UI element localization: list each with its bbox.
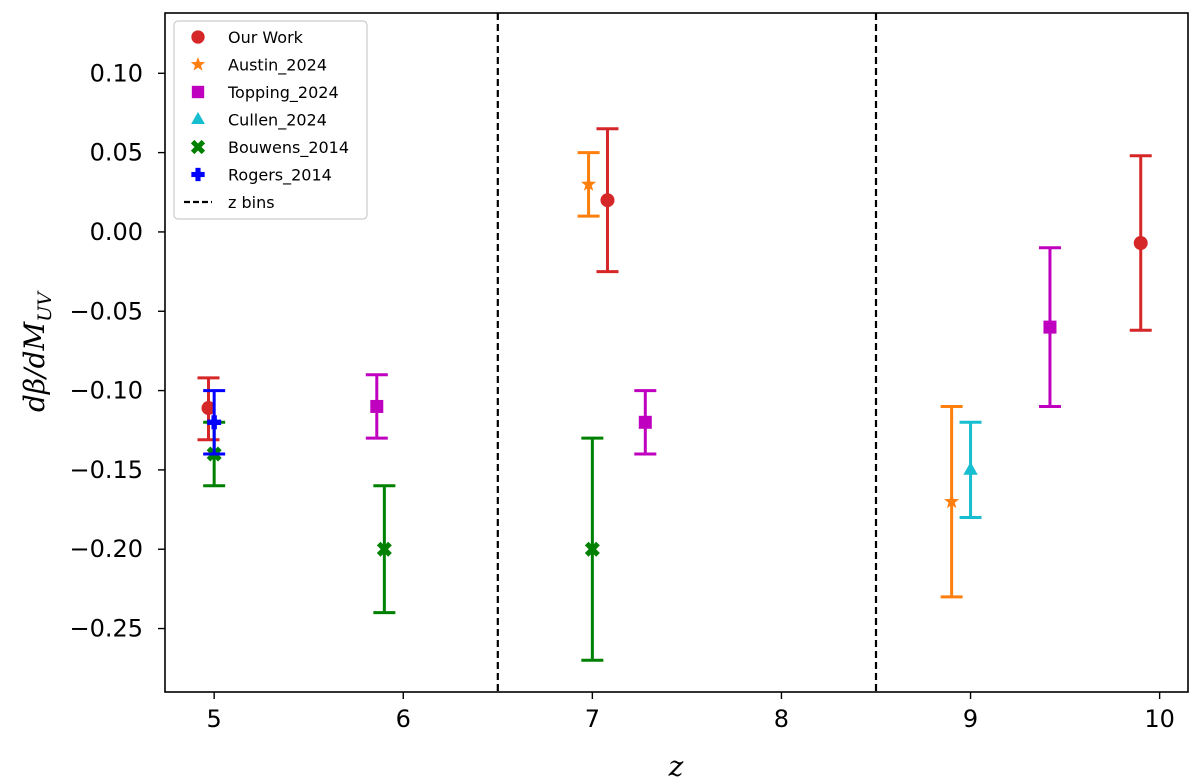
x-tick-label: 6 bbox=[396, 705, 411, 733]
legend-marker bbox=[191, 85, 205, 99]
legend-label: Our Work bbox=[228, 28, 304, 47]
y-tick-label: 0.05 bbox=[90, 139, 143, 167]
series-our-work bbox=[197, 127, 1152, 442]
legend-entry: Cullen_2024 bbox=[191, 111, 327, 131]
data-point bbox=[370, 399, 384, 413]
data-point bbox=[201, 401, 216, 416]
x-tick-label: 10 bbox=[1144, 705, 1175, 733]
legend-label: Rogers_2014 bbox=[228, 166, 332, 186]
legend-label: Cullen_2024 bbox=[228, 111, 327, 131]
data-point bbox=[638, 415, 652, 429]
legend-entry: z bins bbox=[184, 193, 275, 212]
data-point bbox=[580, 176, 597, 191]
legend-entry: Bouwens_2014 bbox=[190, 138, 349, 158]
series-austin-2024 bbox=[577, 151, 963, 599]
data-layer bbox=[197, 127, 1152, 662]
legend-label: Topping_2024 bbox=[227, 83, 339, 103]
legend-entry: Topping_2024 bbox=[191, 83, 339, 103]
x-axis: 5 6 7 8 9 10 bbox=[207, 692, 1175, 733]
y-tick-label: 0.00 bbox=[90, 218, 143, 246]
y-tick-label: 0.10 bbox=[90, 59, 143, 87]
data-point bbox=[376, 541, 392, 557]
series-bouwens-2014 bbox=[203, 420, 604, 662]
y-tick-label: −0.10 bbox=[69, 377, 143, 405]
y-tick-label: −0.15 bbox=[69, 456, 143, 484]
legend: Our Work Austin_2024 Topping_2024 Cullen_20… bbox=[173, 20, 368, 220]
x-tick-label: 9 bbox=[963, 705, 978, 733]
legend-marker bbox=[191, 167, 205, 182]
legend-entry: Austin_2024 bbox=[190, 56, 327, 76]
data-point bbox=[963, 461, 978, 475]
data-point bbox=[207, 415, 222, 430]
data-point bbox=[1043, 320, 1057, 334]
y-tick-label: −0.05 bbox=[69, 297, 143, 325]
y-tick-label: −0.25 bbox=[69, 615, 143, 643]
legend-entries: Our Work Austin_2024 Topping_2024 Cullen_20… bbox=[184, 28, 349, 212]
legend-entry: Our Work bbox=[191, 28, 304, 47]
data-point bbox=[944, 493, 960, 509]
legend-label: Bouwens_2014 bbox=[228, 138, 349, 158]
legend-entry: Rogers_2014 bbox=[191, 166, 332, 186]
series-cullen-2024 bbox=[959, 420, 982, 519]
x-tick-label: 8 bbox=[774, 705, 789, 733]
x-tick-label: 7 bbox=[585, 705, 600, 733]
series-topping-2024 bbox=[365, 246, 1061, 456]
legend-label: z bins bbox=[228, 193, 275, 212]
legend-label: Austin_2024 bbox=[228, 56, 327, 76]
data-point bbox=[584, 541, 600, 557]
y-tick-label: −0.20 bbox=[69, 535, 143, 563]
series-rogers-2014 bbox=[203, 389, 226, 456]
y-axis: 0.10 0.05 0.00 −0.05 −0.10 −0.15 −0.20 −0.25 bbox=[69, 59, 165, 643]
legend-box bbox=[173, 20, 368, 220]
x-tick-label: 5 bbox=[207, 705, 222, 733]
z-bin-lines bbox=[496, 13, 878, 692]
x-axis-label: z bbox=[668, 750, 684, 783]
legend-marker bbox=[191, 111, 205, 125]
data-point bbox=[600, 193, 615, 208]
legend-marker bbox=[190, 139, 206, 155]
data-point bbox=[1133, 236, 1148, 251]
legend-marker bbox=[191, 30, 205, 44]
y-axis-label: dβ/dMUV bbox=[18, 290, 56, 412]
plot-frame bbox=[164, 12, 1189, 693]
legend-marker bbox=[190, 56, 206, 71]
